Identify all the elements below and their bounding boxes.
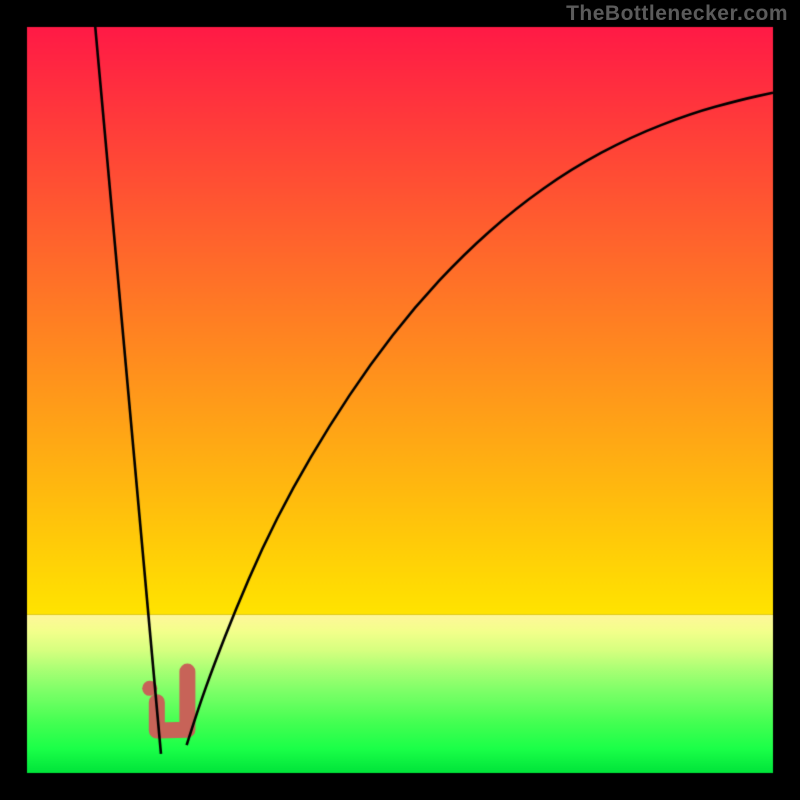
bottleneck-chart-canvas	[0, 0, 800, 800]
